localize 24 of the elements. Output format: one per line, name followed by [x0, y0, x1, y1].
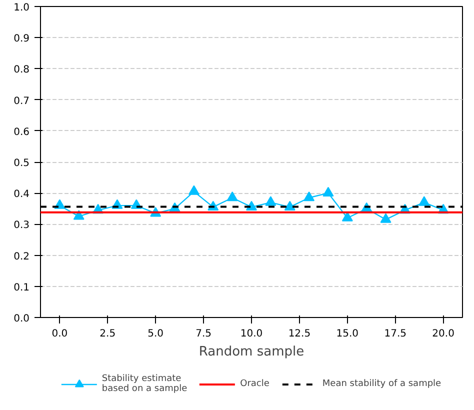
x-tick-label: 17.5 — [384, 328, 406, 340]
y-tick-label: 0.0 — [14, 314, 30, 324]
y-tick-label: 0.8 — [14, 64, 30, 76]
y-tick-label: 0.5 — [14, 158, 30, 169]
x-tick-label: 0.0 — [52, 328, 68, 340]
x-tick-label: 7.5 — [196, 328, 212, 340]
y-tick-label: 0.6 — [14, 126, 30, 138]
y-tick-label: 0.2 — [14, 251, 30, 262]
x-tick-label: 2.5 — [100, 328, 116, 340]
y-tick-label: 0.1 — [14, 282, 30, 294]
x-tick-label: 10.0 — [240, 328, 263, 340]
y-tick-label: 1.0 — [14, 2, 30, 14]
x-tick-label: 20.0 — [432, 328, 454, 340]
x-tick-label: 12.5 — [288, 328, 311, 340]
y-tick-label: 0.3 — [14, 220, 30, 232]
legend-label: Mean stability of a sample — [322, 379, 442, 389]
legend-label: Stability estimate based on a sample — [102, 374, 188, 394]
y-tick-label: 0.7 — [14, 96, 30, 107]
x-axis-title: Random sample — [198, 344, 304, 360]
x-tick-label: 15.0 — [336, 328, 359, 340]
legend-label: Oracle — [240, 379, 270, 389]
y-tick-label: 0.9 — [14, 34, 30, 45]
x-tick-label: 5.0 — [148, 328, 164, 340]
y-tick-label: 0.4 — [14, 189, 30, 200]
